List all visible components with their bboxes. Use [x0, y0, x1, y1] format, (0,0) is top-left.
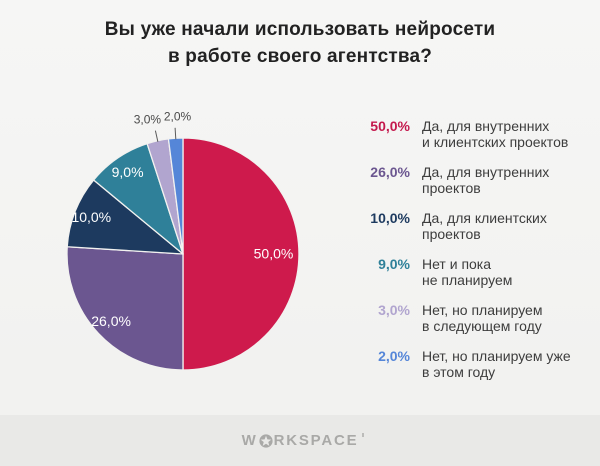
pie-leader-line-5 [174, 127, 177, 140]
legend-label-line2: не планируем [422, 271, 513, 288]
star-in-circle-icon [258, 433, 273, 448]
legend-label-line2: в следующем году [422, 317, 542, 334]
logo-text-post: RKSPACE [273, 432, 359, 449]
legend-percent: 26,0% [370, 164, 410, 180]
pie-leader-line-4 [154, 130, 159, 143]
legend-label-line2: проектов [422, 225, 481, 242]
pie-value-label-3: 9,0% [112, 164, 144, 180]
legend-percent: 9,0% [378, 256, 410, 272]
legend-label: Нет, но планируем в следующем году [422, 302, 543, 334]
pie-value-label-2: 10,0% [71, 209, 111, 225]
legend-percent: 3,0% [378, 302, 410, 318]
legend-row: 2,0% Нет, но планируем уже в этом году [366, 348, 576, 380]
pie-value-label-0: 50,0% [254, 246, 294, 262]
page-title-line2: в работе своего агентства? [167, 46, 433, 67]
legend-label-line1: Да, для клиентских [422, 210, 547, 226]
legend-label-line1: Да, для внутренних [422, 118, 550, 134]
legend-row: 3,0% Нет, но планируем в следующем году [366, 302, 576, 334]
pie-slice-0 [182, 137, 300, 371]
legend-percent: 2,0% [378, 348, 410, 364]
legend-label: Да, для клиентских проектов [422, 210, 547, 242]
legend-percent: 10,0% [370, 210, 410, 226]
legend-label-line1: Нет, но планируем [422, 302, 543, 318]
legend-label: Да, для внутренних проектов [422, 164, 550, 196]
legend-row: 10,0% Да, для клиентских проектов [366, 210, 576, 242]
pie-value-label-5: 2,0% [164, 111, 192, 124]
chart-legend: 50,0% Да, для внутренних и клиентских про… [366, 118, 576, 395]
legend-row: 9,0% Нет и пока не планируем [366, 256, 576, 288]
legend-row: 26,0% Да, для внутренних проектов [366, 164, 576, 196]
page-title: Вы уже начали использовать нейросети в р… [0, 16, 600, 70]
page-title-line1: Вы уже начали использовать нейросети [104, 19, 496, 40]
pie-value-label-4: 3,0% [134, 113, 162, 127]
legend-label: Нет и пока не планируем [422, 256, 513, 288]
legend-label-line2: и клиентских проектов [422, 133, 569, 150]
legend-label: Да, для внутренних и клиентских проектов [422, 118, 569, 150]
legend-label-line2: проектов [422, 179, 481, 196]
pie-slice-2 [66, 179, 184, 255]
legend-label-line1: Нет, но планируем уже [422, 348, 571, 364]
logo-trademark [362, 433, 365, 437]
legend-label: Нет, но планируем уже в этом году [422, 348, 571, 380]
legend-percent: 50,0% [370, 118, 410, 134]
workspace-logo: W RKSPACE [241, 432, 365, 449]
pie-value-label-1: 26,0% [91, 313, 131, 329]
legend-row: 50,0% Да, для внутренних и клиентских про… [366, 118, 576, 150]
pie-chart-area: 50,0% 26,0% 10,0% 9,0% 3,0% 2,0% [38, 110, 328, 396]
pie-chart: 50,0% 26,0% 10,0% 9,0% 3,0% 2,0% [66, 110, 300, 371]
legend-label-line1: Нет и пока [422, 256, 492, 272]
footer-band: W RKSPACE [0, 415, 600, 466]
pie-slice-1 [66, 246, 184, 371]
legend-label-line1: Да, для внутренних [422, 164, 550, 180]
legend-label-line2: в этом году [422, 363, 496, 380]
logo-text-pre: W [241, 432, 258, 449]
